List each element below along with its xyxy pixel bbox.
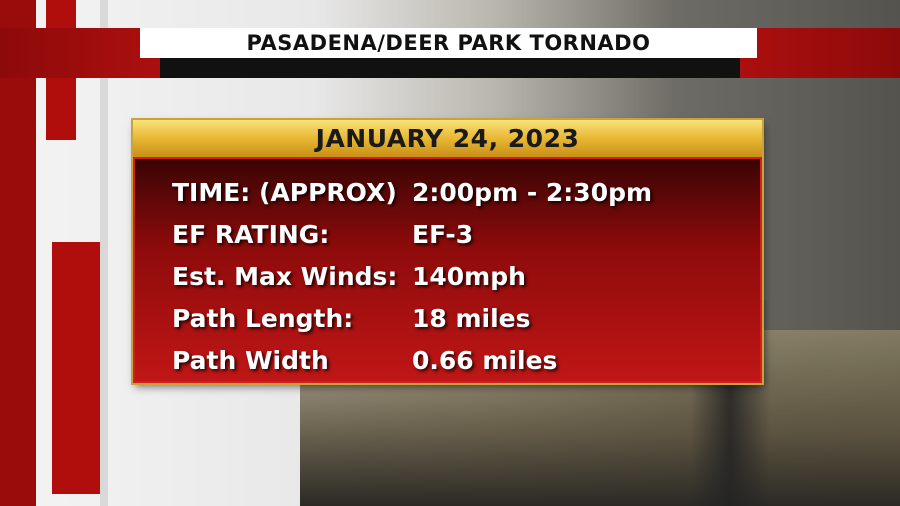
row-value: EF-3 [412, 219, 474, 249]
info-row: Path Length: 18 miles [135, 297, 760, 339]
row-value: 0.66 miles [412, 345, 558, 375]
row-value: 140mph [412, 261, 526, 291]
info-panel: JANUARY 24, 2023 TIME: (APPROX) 2:00pm - … [133, 120, 762, 383]
side-bar [0, 0, 36, 506]
info-row: Path Width 0.66 miles [135, 339, 760, 381]
info-row: Est. Max Winds: 140mph [135, 255, 760, 297]
info-rows: TIME: (APPROX) 2:00pm - 2:30pm EF RATING: E… [133, 157, 762, 383]
date: JANUARY 24, 2023 [133, 120, 762, 157]
side-bar [52, 242, 100, 494]
row-label: Est. Max Winds: [172, 261, 398, 291]
row-label: Path Length: [172, 303, 354, 333]
row-label: EF RATING: [172, 219, 330, 249]
side-bar [100, 0, 108, 506]
black-strip [160, 58, 740, 78]
title: PASADENA/DEER PARK TORNADO [140, 28, 757, 58]
row-label: Path Width [172, 345, 329, 375]
info-row: EF RATING: EF-3 [135, 213, 760, 255]
info-row: TIME: (APPROX) 2:00pm - 2:30pm [135, 171, 760, 213]
row-value: 18 miles [412, 303, 531, 333]
row-label: TIME: (APPROX) [172, 177, 397, 207]
row-value: 2:00pm - 2:30pm [412, 177, 653, 207]
